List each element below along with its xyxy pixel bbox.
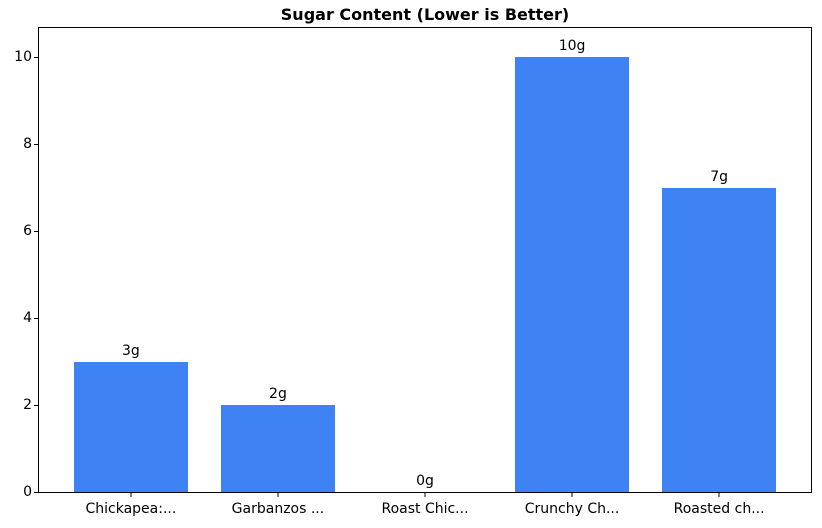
bar-value-label: 10g [558, 38, 586, 55]
y-tick-mark [34, 143, 39, 145]
bar-value-label: 3g [121, 342, 140, 359]
y-tick-label: 6 [23, 223, 32, 240]
y-tick-label: 2 [23, 397, 32, 414]
x-tick-label: Roast Chic... [381, 501, 469, 517]
y-tick-mark [34, 491, 39, 493]
bar [661, 187, 777, 492]
y-tick-mark [34, 56, 39, 58]
x-tick-label: Crunchy Ch... [524, 501, 620, 517]
y-tick-label: 8 [23, 136, 32, 153]
x-tick-label: Roasted ch... [673, 501, 765, 517]
x-tick-label: Chickapea:... [85, 501, 177, 517]
bar-value-label: 2g [269, 386, 287, 403]
y-tick-label: 10 [14, 49, 32, 66]
chart-title: Sugar Content (Lower is Better) [280, 5, 570, 24]
plot-area: 3g Chickapea:... 2g Garbanzos ... 0g Roast Ch… [14, 27, 812, 517]
x-tick-label: Garbanzos ... [231, 501, 325, 517]
bar [73, 361, 189, 492]
bar [514, 57, 630, 492]
x-tick-mark [130, 492, 132, 497]
y-tick-label: 4 [23, 310, 32, 327]
bar [220, 405, 336, 492]
y-tick-mark [34, 317, 39, 319]
y-tick-mark [34, 230, 39, 232]
bar-value-label: 7g [710, 168, 728, 185]
x-tick-mark [424, 492, 426, 497]
x-tick-mark [571, 492, 573, 497]
bar-value-label: 0g [416, 473, 434, 489]
x-tick-mark [718, 492, 720, 497]
x-tick-mark [277, 492, 279, 497]
y-tick-label: 0 [23, 484, 32, 500]
y-tick-mark [34, 404, 39, 406]
